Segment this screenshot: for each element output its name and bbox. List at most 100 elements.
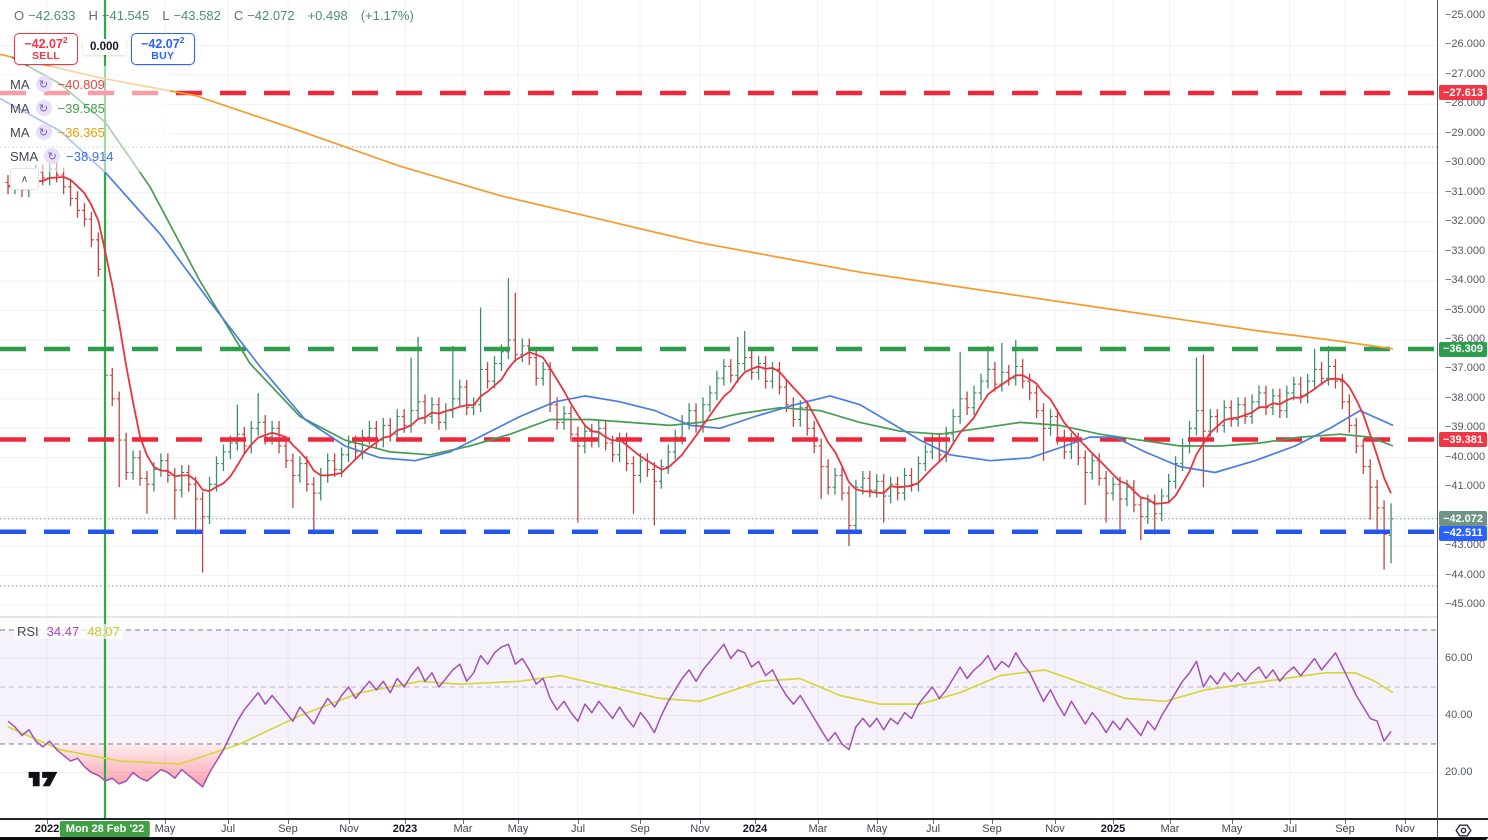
price-axis-label: −44.000 <box>1445 568 1486 581</box>
time-tick <box>700 820 701 824</box>
legend-backdrop <box>0 66 170 172</box>
time-tick <box>405 820 406 824</box>
ma1-value: −40.809 <box>57 76 105 92</box>
sma-blue-line <box>0 97 1394 474</box>
rsi-value: 34.47 <box>46 624 80 639</box>
time-tick <box>992 820 993 824</box>
time-axis-label: Sep <box>982 823 1002 835</box>
time-tick <box>933 820 934 824</box>
time-axis-label: Jul <box>1282 823 1298 835</box>
order-panel: −42.072 SELL 0.000 −42.072 BUY <box>14 33 195 65</box>
time-tick <box>463 820 464 824</box>
time-tick <box>1345 820 1346 824</box>
open-label: O <box>14 8 25 23</box>
time-tick <box>755 820 756 824</box>
time-tick <box>1055 820 1056 824</box>
indicator-row-ma2: MA ↻ −39.585 <box>10 99 105 117</box>
price-axis-label: −40.000 <box>1445 450 1486 463</box>
spread-value: 0.000 <box>83 39 126 55</box>
price-axis-label: −33.000 <box>1445 244 1486 257</box>
open-value: −42.633 <box>28 8 76 23</box>
price-axis-label: −31.000 <box>1445 185 1486 198</box>
time-axis-label: May <box>1221 823 1243 835</box>
price-level-badge: −27.613 <box>1439 85 1487 101</box>
time-axis-label: Sep <box>630 823 650 835</box>
price-level-badge: −42.072 <box>1439 511 1487 527</box>
rsi-axis-label: 20.00 <box>1445 765 1473 778</box>
time-tick <box>47 820 48 824</box>
price-axis-label: −32.000 <box>1445 215 1486 228</box>
tradingview-logo[interactable] <box>26 766 60 793</box>
price-axis-label: −39.000 <box>1445 421 1486 434</box>
price-axis-label: −37.000 <box>1445 362 1486 375</box>
time-tick <box>578 820 579 824</box>
chart-canvas[interactable] <box>0 0 1437 818</box>
time-tick <box>1170 820 1171 824</box>
refresh-icon[interactable]: ↻ <box>44 148 61 164</box>
ohlc-legend: O −42.633 H −41.545 L −43.582 C −42.072 +0.4… <box>14 8 414 23</box>
rsi-line <box>7 643 1392 788</box>
price-level-badge: −39.381 <box>1439 432 1487 448</box>
time-tick <box>349 820 350 824</box>
rsi-label: RSI <box>17 624 39 639</box>
price-axis-label: −35.000 <box>1445 303 1486 316</box>
window-bottom-edge <box>0 837 1488 840</box>
price-axis[interactable]: −25.000 −26.000 −27.000 −28.000 −29.000 −30.0… <box>1437 0 1488 818</box>
price-axis-label: −45.000 <box>1445 598 1486 610</box>
time-axis-label: May <box>154 823 176 835</box>
rsi-legend: RSI 34.47 48.07 <box>14 624 123 639</box>
sma-value: −38.914 <box>66 148 114 164</box>
time-tick <box>877 820 878 824</box>
price-axis-label: −34.000 <box>1445 274 1486 287</box>
collapse-pane-button[interactable]: ∧ <box>10 168 39 190</box>
close-value: −42.072 <box>247 8 295 23</box>
time-axis-label: Jul <box>220 823 236 835</box>
event-date-badge[interactable]: Mon 28 Feb '22 <box>59 821 151 837</box>
axis-settings-button[interactable] <box>1437 818 1488 840</box>
price-axis-label: −26.000 <box>1445 38 1486 51</box>
time-axis-label: Sep <box>1335 823 1355 835</box>
time-tick <box>228 820 229 824</box>
price-level-badge: −36.309 <box>1439 341 1487 357</box>
ma-green-line <box>11 56 1394 456</box>
price-axis-label: −28.000 <box>1445 97 1486 110</box>
rsi-ma-value: 48.07 <box>87 624 120 639</box>
time-axis-label: May <box>507 823 529 835</box>
ma-orange-line <box>0 53 1394 350</box>
rsi-axis-label: 60.00 <box>1445 651 1473 664</box>
time-axis-label: Jul <box>925 823 941 835</box>
time-tick <box>1290 820 1291 824</box>
ma-fast-line <box>7 176 1392 505</box>
hexagon-settings-icon <box>1455 824 1472 837</box>
time-axis-label: Nov <box>339 823 359 835</box>
sma-label: SMA <box>10 148 39 164</box>
time-axis-label: 2023 <box>392 823 418 835</box>
low-value: −43.582 <box>173 8 221 23</box>
price-axis-label: −30.000 <box>1445 156 1486 169</box>
indicator-row-ma1: MA ↻ −40.809 <box>10 75 105 93</box>
price-axis-label: −27.000 <box>1445 67 1486 80</box>
time-axis[interactable]: 2022 May Jul Sep Nov 2023 Mar May Jul Sep Nov 2024 M… <box>0 818 1437 840</box>
ma3-value: −36.365 <box>57 124 105 140</box>
time-axis-label: Jul <box>570 823 586 835</box>
buy-button[interactable]: −42.072 BUY <box>130 33 195 65</box>
close-label: C <box>233 8 244 23</box>
price-axis-label: −43.000 <box>1445 539 1486 552</box>
time-axis-label: May <box>866 823 888 835</box>
refresh-icon[interactable]: ↻ <box>35 100 52 116</box>
time-axis-label: Nov <box>1045 823 1065 835</box>
rsi-axis-label: 40.00 <box>1445 708 1473 721</box>
price-level-badge: −42.511 <box>1439 525 1487 541</box>
indicator-row-sma: SMA ↻ −38.914 <box>10 147 114 165</box>
rsi-oversold-fill <box>52 744 227 787</box>
price-axis-label: −41.000 <box>1445 480 1486 493</box>
time-axis-label: 2022 <box>34 823 60 835</box>
low-label: L <box>162 8 170 23</box>
refresh-icon[interactable]: ↻ <box>35 76 52 92</box>
refresh-icon[interactable]: ↻ <box>35 124 52 140</box>
sell-button[interactable]: −42.072 SELL <box>14 33 78 65</box>
ma2-label: MA <box>10 100 30 116</box>
ma3-label: MA <box>10 124 30 140</box>
time-axis-label: Mar <box>1160 823 1180 835</box>
